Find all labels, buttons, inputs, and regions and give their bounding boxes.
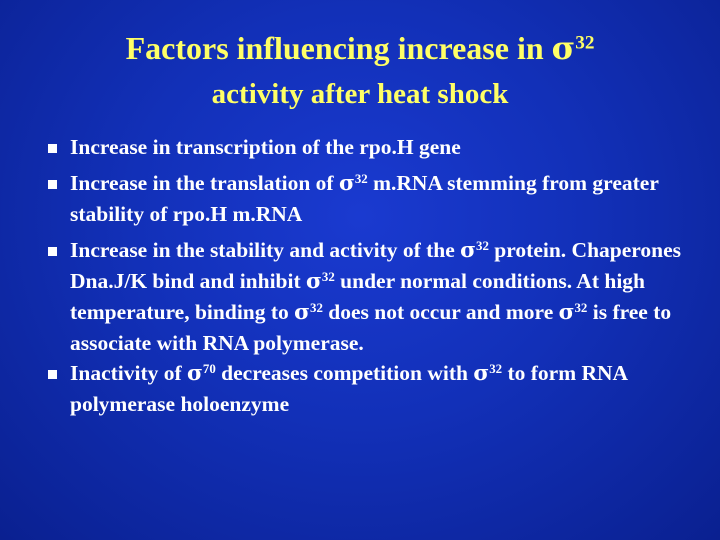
square-bullet-icon [48,370,57,379]
bullet-text: under normal conditions. At high tempera… [70,269,646,324]
sigma-symbol: σ [473,361,490,386]
bullet-list: Increase in transcription of the rpo.H g… [48,132,688,419]
bullet-item-2: Increase in the translation of σ32 m.RNA… [48,168,688,229]
sigma-symbol: σ [558,300,575,325]
bullet-item-1: Increase in transcription of the rpo.H g… [48,132,688,162]
bullet-text: m.RNA stemming from greater stability of… [70,171,659,226]
slide-title: Factors influencing increase in σ32 [0,28,720,68]
sigma-symbol: σ [306,269,322,294]
sigma-superscript: 70 [202,361,216,376]
square-bullet-icon [48,247,57,256]
bullet-text: Increase in the stability and activity o… [70,238,461,262]
square-bullet-icon [48,144,57,153]
bullet-text: is free to associate with RNA polymerase… [70,300,672,355]
title-text: Factors influencing increase in [125,30,552,66]
bullet-item-3: Increase in the stability and activity o… [48,235,688,358]
bullet-text: does not occur and more [322,300,559,324]
bullet-text: Increase in transcription of the rpo.H g… [70,135,461,159]
bullet-item-4: Inactivity of σ70 decreases competition … [48,358,688,419]
sigma-superscript: 32 [310,300,323,315]
bullet-text: decreases competition with [215,361,474,385]
bullet-text: to form RNA polymerase holoenzyme [70,361,627,416]
sigma-superscript: 32 [354,171,368,186]
sigma-symbol: σ [460,238,477,263]
sigma-superscript: 32 [574,300,588,315]
sigma-superscript: 32 [489,361,503,376]
bullet-text: protein. Chaperones Dna.J/K bind and inh… [70,238,682,293]
bullet-text: Increase in the translation of [70,171,339,195]
slide-subtitle: activity after heat shock [211,78,509,110]
bullet-text: Inactivity of [70,361,188,385]
sigma-symbol: σ [551,29,576,67]
sigma-symbol: σ [338,171,355,196]
sigma-symbol: σ [187,361,203,386]
square-bullet-icon [48,180,57,189]
sigma-superscript: 32 [321,269,335,284]
sigma-symbol: σ [294,300,311,325]
sigma-superscript: 32 [476,238,489,253]
sigma-superscript: 32 [575,32,595,54]
